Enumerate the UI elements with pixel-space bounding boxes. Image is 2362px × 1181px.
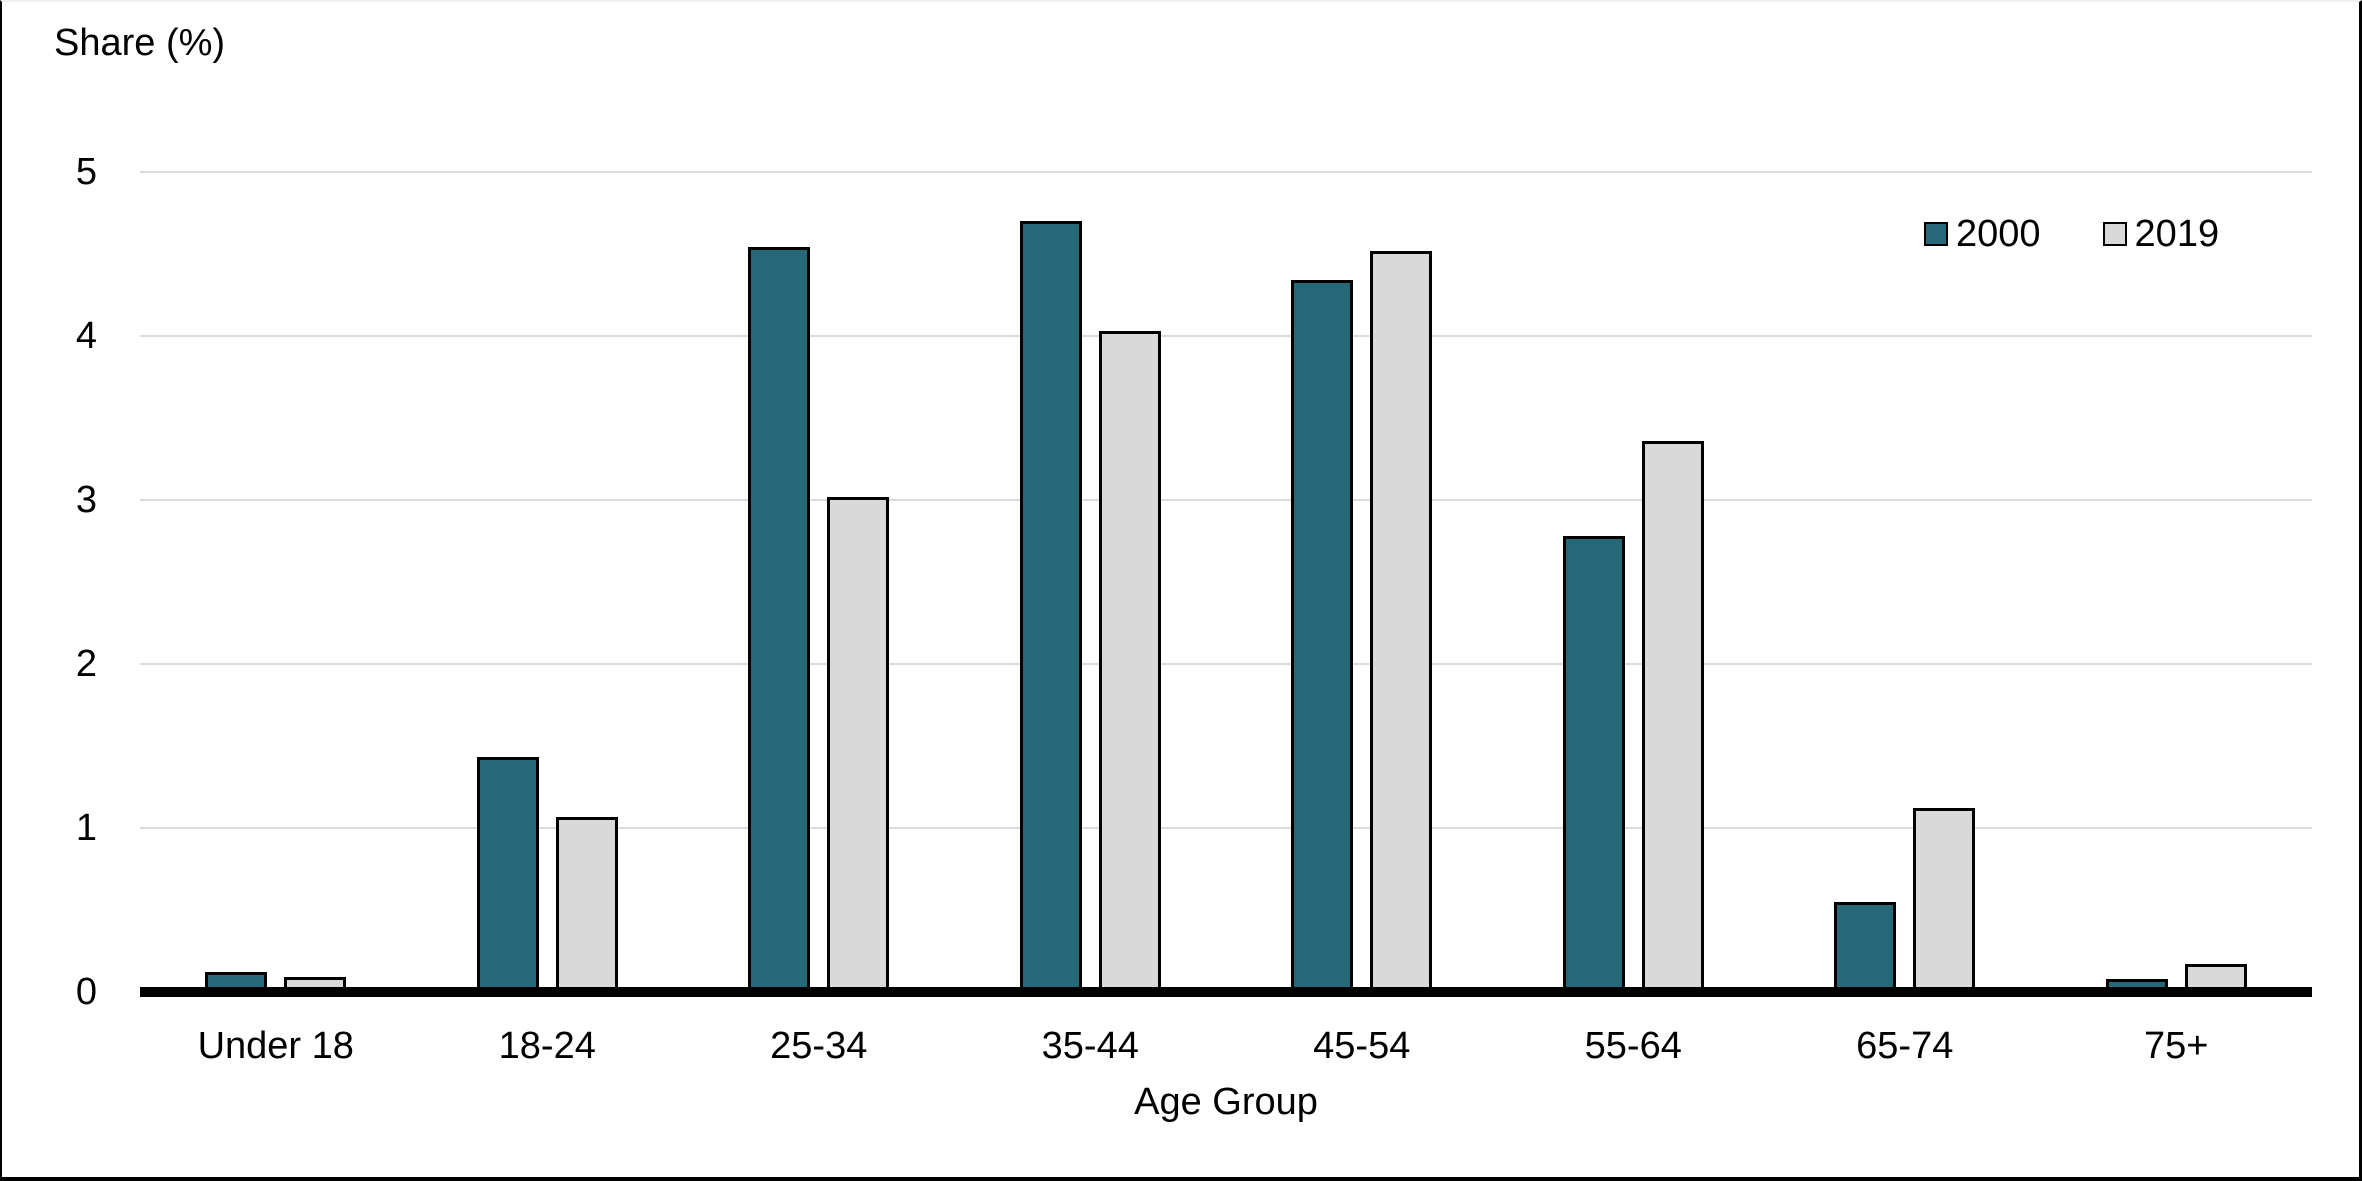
bar-2019 xyxy=(1913,808,1976,992)
legend-label: 2000 xyxy=(1956,213,2041,255)
bar-group xyxy=(412,172,684,992)
x-axis-tick-labels: Under 18 18-24 25-34 35-44 45-54 55-64 65-74 75… xyxy=(140,1024,2312,1068)
legend-swatch-icon xyxy=(1924,222,1948,246)
bar-group xyxy=(140,172,412,992)
y-tick-label: 1 xyxy=(75,807,97,849)
bar-2000 xyxy=(1834,901,1897,992)
bar-group xyxy=(1769,172,2041,992)
gridline xyxy=(140,171,2312,173)
bar-2000 xyxy=(1562,536,1625,992)
x-tick-label: 45-54 xyxy=(1313,1025,1411,1067)
y-tick-label: 3 xyxy=(75,479,97,521)
gridline xyxy=(140,663,2312,665)
bar-2000 xyxy=(476,757,539,992)
gridline xyxy=(140,335,2312,337)
gridline xyxy=(140,827,2312,829)
y-tick-label: 2 xyxy=(75,643,97,685)
bar-groups xyxy=(140,172,2312,992)
bar-group xyxy=(2041,172,2313,992)
x-tick-label: 18-24 xyxy=(498,1025,596,1067)
bar-group xyxy=(683,172,955,992)
legend-label: 2019 xyxy=(2134,213,2220,255)
x-tick-label: Under 18 xyxy=(197,1025,354,1067)
bar-2000 xyxy=(1019,221,1082,992)
x-tick-label: 35-44 xyxy=(1041,1025,1139,1067)
y-tick-label: 5 xyxy=(75,151,97,193)
legend-item-2019: 2019 xyxy=(2102,213,2220,255)
y-tick-label: 4 xyxy=(75,315,97,357)
bar-2019 xyxy=(1370,250,1433,992)
gridline xyxy=(140,499,2312,501)
y-tick-label: 0 xyxy=(75,971,97,1013)
x-tick-label: 25-34 xyxy=(770,1025,868,1067)
x-axis-line xyxy=(140,987,2312,997)
bar-2000 xyxy=(748,247,811,992)
bar-2000 xyxy=(1291,280,1354,992)
bar-group xyxy=(1226,172,1498,992)
bar-group xyxy=(1498,172,1770,992)
x-tick-label: 65-74 xyxy=(1856,1025,1954,1067)
bar-2019 xyxy=(1641,440,1704,992)
y-axis-title: Share (%) xyxy=(54,22,226,64)
legend-item-2000: 2000 xyxy=(1924,214,2041,254)
bar-2019 xyxy=(827,496,890,992)
bar-group xyxy=(955,172,1227,992)
plot-area xyxy=(140,171,2312,997)
x-tick-label: 55-64 xyxy=(1584,1025,1682,1067)
bar-2019 xyxy=(555,816,618,992)
bar-2019 xyxy=(1098,331,1161,992)
x-tick-label: 75+ xyxy=(2144,1025,2209,1067)
x-axis-title: Age Group xyxy=(1134,1081,1318,1123)
legend-swatch-icon xyxy=(2102,222,2127,246)
legend: 2000 2019 xyxy=(1924,214,2219,254)
